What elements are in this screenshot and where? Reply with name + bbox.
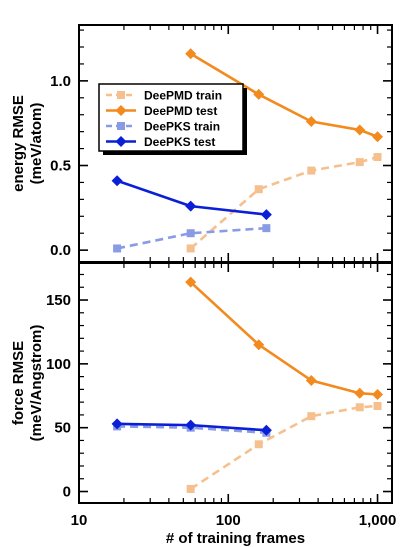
force-deepks-test-point xyxy=(260,424,272,436)
energy-ylabel-line1: energy RMSE xyxy=(10,95,27,192)
energy-deepmd-test-point xyxy=(253,88,265,100)
data-layer xyxy=(111,48,384,493)
energy-deepks-test-point xyxy=(185,200,197,212)
energy-deepmd-train-point xyxy=(373,153,382,162)
force-ytick-label: 50 xyxy=(54,420,71,437)
legend-deepks-test-marker xyxy=(115,136,127,147)
energy-ytick-label: 0.0 xyxy=(50,242,71,259)
energy-deepmd-train-point xyxy=(254,185,263,194)
energy-deepks-test-point xyxy=(260,209,272,221)
xtick-label: 10 xyxy=(71,512,88,529)
force-series-deepmd-train-line xyxy=(189,404,378,491)
energy-ytick-label: 0.5 xyxy=(50,158,71,175)
force-deepmd-test-point xyxy=(253,339,265,351)
force-series-deepmd-test-line xyxy=(189,281,378,396)
force-deepks-test-point xyxy=(185,419,197,431)
force-deepmd-test-point xyxy=(305,374,317,386)
force-deepmd-test-point xyxy=(372,388,384,400)
text-layer: 0.0 0.5 1.0 energy RMSE (meV/atom) 0 50 100 150 f… xyxy=(10,73,396,547)
energy-deepmd-test-point xyxy=(185,48,197,60)
force-series-deepks-train-line xyxy=(117,425,267,435)
plot-frames xyxy=(78,24,393,504)
force-deepmd-test-point xyxy=(185,276,197,288)
energy-deepmd-test-point xyxy=(305,115,317,127)
legend-deepks-test-label: DeePKS test xyxy=(144,135,215,149)
energy-deepks-train-point xyxy=(113,244,122,253)
legend-deepmd-test-marker xyxy=(115,105,127,116)
legend-deepks-train-label: DeePKS train xyxy=(144,120,220,134)
energy-deepmd-train-point xyxy=(186,244,195,253)
energy-deepks-test-point xyxy=(111,175,123,187)
force-deepks-test-point xyxy=(111,418,123,430)
legend-deepks-train-marker xyxy=(117,122,125,130)
energy-deepmd-test-point xyxy=(354,124,366,136)
energy-series-deepmd-train-line xyxy=(189,155,378,250)
force-panel-frame xyxy=(78,262,393,504)
energy-ytick-label: 1.0 xyxy=(50,73,71,90)
x-axis-label: # of training frames xyxy=(166,530,305,547)
xtick-label: 100 xyxy=(216,512,241,529)
legend-deepmd-test-label: DeePMD test xyxy=(144,104,217,118)
xtick-label: 1,000 xyxy=(359,512,397,529)
energy-deepmd-test-point xyxy=(372,131,384,143)
legend-deepmd-train-label: DeePMD train xyxy=(144,89,222,103)
force-ytick-label: 150 xyxy=(46,292,71,309)
force-deepmd-train-point xyxy=(373,401,382,410)
energy-deepks-train-point xyxy=(262,224,271,233)
legend-deepmd-train-marker xyxy=(117,91,125,99)
force-deepmd-train-point xyxy=(355,403,364,412)
energy-ylabel-line2: (meV/atom) xyxy=(28,103,45,185)
force-ytick-label: 100 xyxy=(46,356,71,373)
force-deepmd-train-point xyxy=(307,412,316,421)
energy-deepks-train-point xyxy=(186,229,195,238)
force-ylabel-line1: force RMSE xyxy=(10,341,27,425)
force-deepmd-train-point xyxy=(254,440,263,449)
force-ytick-label: 0 xyxy=(63,484,71,501)
energy-deepmd-train-point xyxy=(355,158,364,167)
energy-deepmd-train-point xyxy=(307,166,316,175)
force-deepmd-train-point xyxy=(186,484,195,493)
force-ylabel-line2: (meV/Angstrom) xyxy=(28,325,45,442)
force-deepmd-test-point xyxy=(354,387,366,399)
